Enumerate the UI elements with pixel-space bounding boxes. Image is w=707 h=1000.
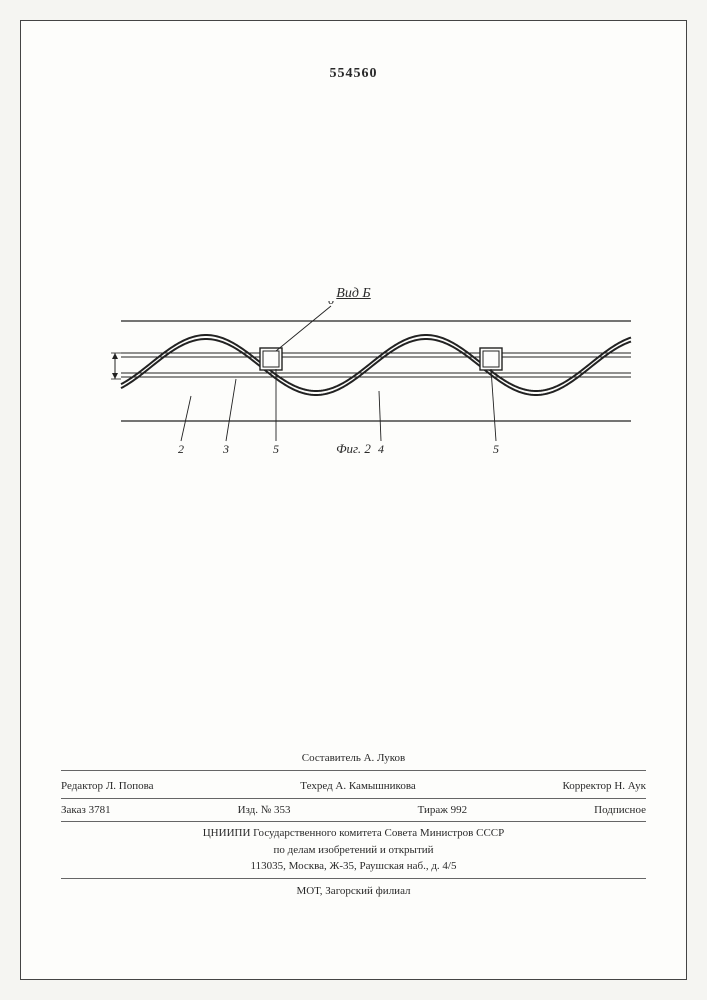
org-line-1: ЦНИИПИ Государственного комитета Совета … bbox=[61, 825, 646, 842]
footer-block: Составитель А. Луков Редактор Л. Попова … bbox=[61, 750, 646, 900]
compiler-name: А. Луков bbox=[364, 752, 406, 764]
issue-cell: Изд. № 353 bbox=[238, 802, 291, 819]
document-number: 554560 bbox=[21, 66, 686, 82]
figure-diagram: 623545 bbox=[101, 301, 651, 461]
figure-caption: Фиг. 2 bbox=[21, 441, 686, 457]
credits-row: Редактор Л. Попова Техред А. Камышникова… bbox=[61, 775, 646, 799]
order-cell: Заказ 3781 bbox=[61, 802, 111, 819]
view-label: Вид Б bbox=[21, 286, 686, 302]
svg-text:6: 6 bbox=[328, 301, 334, 307]
org-line-3: 113035, Москва, Ж-35, Раушская наб., д. … bbox=[61, 858, 646, 875]
compiler-label: Составитель bbox=[302, 752, 361, 764]
editor-cell: Редактор Л. Попова bbox=[61, 778, 154, 795]
techred-cell: Техред А. Камышникова bbox=[300, 778, 415, 795]
corrector-cell: Корректор Н. Аук bbox=[563, 778, 646, 795]
organization-block: ЦНИИПИ Государственного комитета Совета … bbox=[61, 822, 646, 879]
tirage-cell: Тираж 992 bbox=[418, 802, 468, 819]
page-frame: 554560 Вид Б 623545 Фиг. 2 Составитель А… bbox=[20, 20, 687, 980]
printer-line: МОТ, Загорский филиал bbox=[61, 879, 646, 900]
compiler-line: Составитель А. Луков bbox=[61, 750, 646, 772]
print-row: Заказ 3781 Изд. № 353 Тираж 992 Подписно… bbox=[61, 799, 646, 823]
subscription-cell: Подписное bbox=[594, 802, 646, 819]
org-line-2: по делам изобретений и открытий bbox=[61, 842, 646, 859]
